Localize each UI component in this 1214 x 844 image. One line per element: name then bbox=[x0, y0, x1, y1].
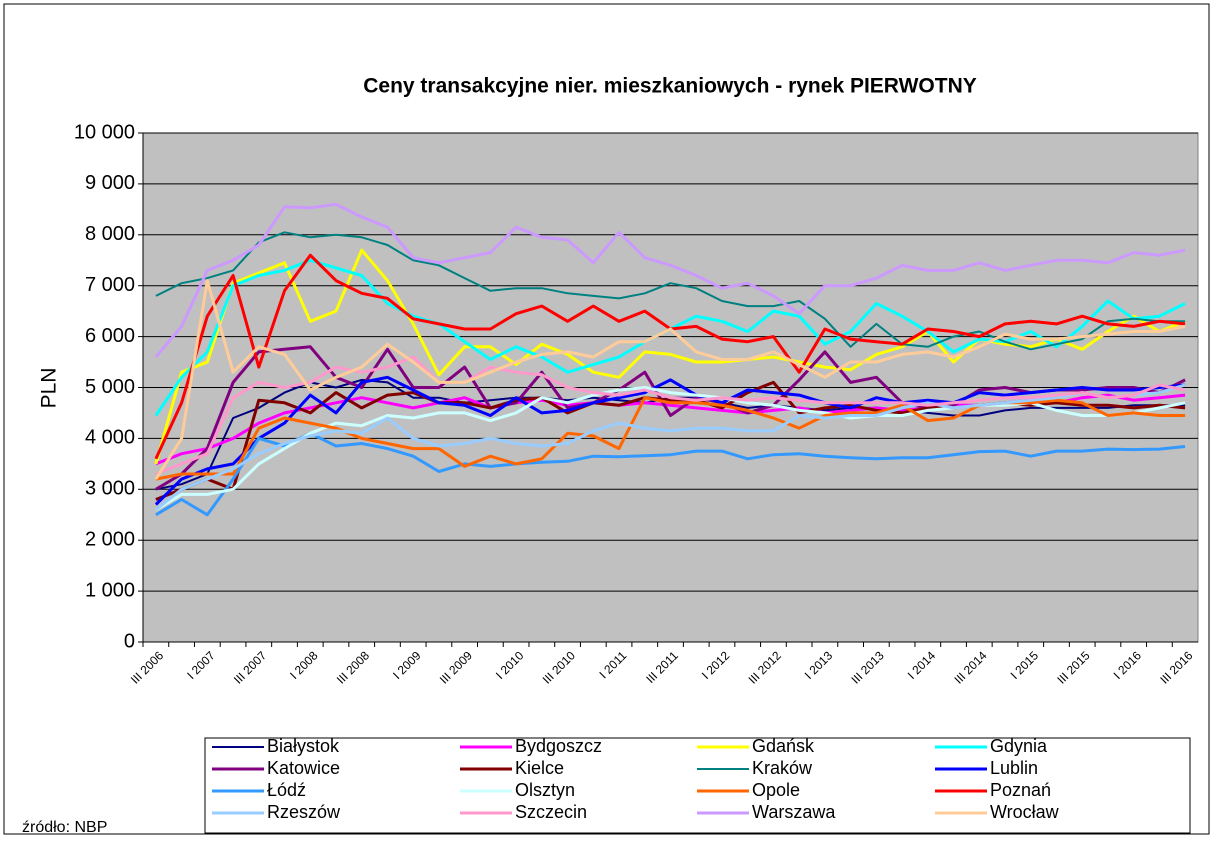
legend-box bbox=[204, 737, 1191, 834]
series-line bbox=[154, 202, 1186, 358]
y-tick-label: 1 000 bbox=[85, 579, 135, 601]
legend-label: Lublin bbox=[990, 758, 1038, 778]
y-tick-label: 3 000 bbox=[85, 478, 135, 500]
series-line bbox=[155, 345, 1186, 491]
series-line bbox=[155, 231, 1186, 351]
legend-label: Gdańsk bbox=[752, 736, 815, 756]
series-line bbox=[155, 431, 1186, 517]
series-line bbox=[154, 375, 1186, 506]
y-tick-label: 8 000 bbox=[85, 223, 135, 245]
chart-title: Ceny transakcyjne nier. mieszkaniowych -… bbox=[363, 75, 977, 98]
source-note: źródło: NBP bbox=[22, 819, 107, 836]
legend-label: Łódź bbox=[267, 780, 306, 800]
y-tick-label: 5 000 bbox=[85, 376, 135, 398]
legend-label: Opole bbox=[752, 780, 800, 800]
y-tick-label: 4 000 bbox=[85, 427, 135, 449]
legend-label: Białystok bbox=[267, 736, 340, 756]
series-line bbox=[155, 355, 1186, 476]
y-tick-label: 0 bbox=[124, 630, 135, 652]
series-line bbox=[154, 279, 1186, 480]
legend-label: Warszawa bbox=[752, 802, 836, 822]
legend-label: Rzeszów bbox=[267, 802, 341, 822]
legend-label: Szczecin bbox=[515, 802, 587, 822]
y-axis-label: PLN bbox=[38, 368, 61, 409]
y-tick-label: 2 000 bbox=[85, 528, 135, 550]
legend-label: Wrocław bbox=[990, 802, 1060, 822]
y-tick-label: 10 000 bbox=[74, 121, 135, 143]
legend-label: Kraków bbox=[752, 758, 813, 778]
legend-label: Kielce bbox=[515, 758, 564, 778]
y-tick-label: 7 000 bbox=[85, 274, 135, 296]
legend-label: Olsztyn bbox=[515, 780, 575, 800]
legend-label: Bydgoszcz bbox=[515, 736, 602, 756]
legend-label: Poznań bbox=[990, 780, 1051, 800]
y-tick-label: 9 000 bbox=[85, 172, 135, 194]
legend-label: Gdynia bbox=[990, 736, 1048, 756]
series-line bbox=[154, 383, 1186, 511]
y-tick-label: 6 000 bbox=[85, 325, 135, 347]
legend-label: Katowice bbox=[267, 758, 340, 778]
